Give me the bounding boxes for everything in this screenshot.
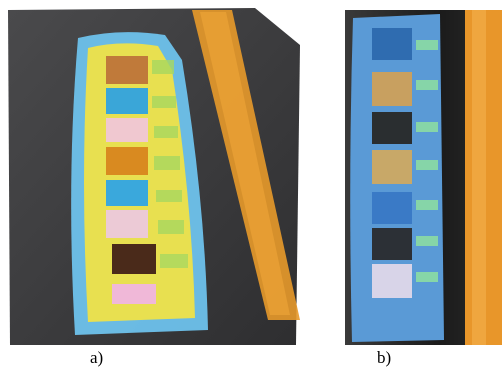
figure: a) b): [0, 0, 502, 372]
photo-b: [345, 10, 502, 345]
panel-label: a): [90, 348, 103, 367]
photo-a: [8, 8, 300, 345]
panel-label: b): [377, 348, 391, 367]
